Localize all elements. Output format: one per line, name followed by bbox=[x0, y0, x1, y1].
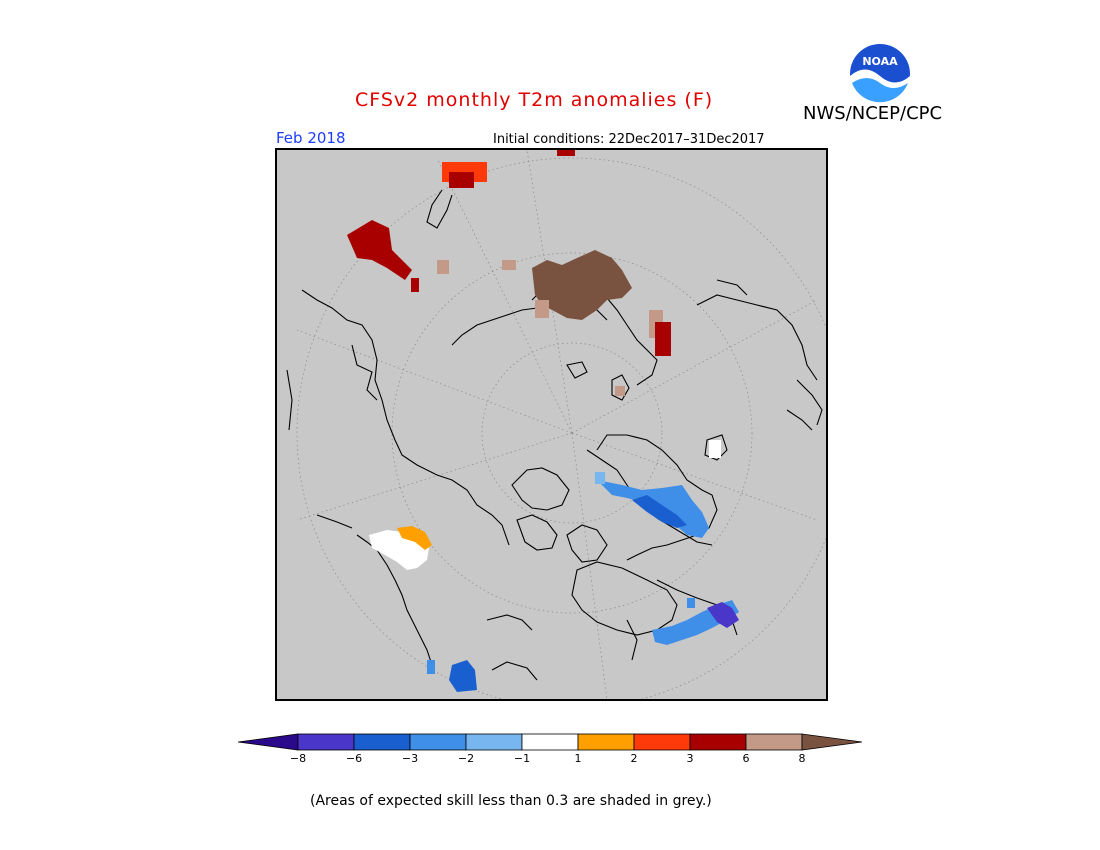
anomaly-warm-6-top bbox=[557, 150, 575, 156]
anomaly-cool-2-bottom bbox=[427, 660, 435, 674]
colorbar-cell bbox=[521, 733, 579, 751]
colorbar-low-arrow bbox=[238, 733, 299, 751]
anomaly-warm-8-island bbox=[615, 386, 625, 396]
colorbar-cell bbox=[353, 733, 411, 751]
map-title: CFSv2 monthly T2m anomalies (F) bbox=[355, 89, 714, 111]
colorbar-tick-label: −1 bbox=[513, 752, 531, 765]
anomaly-warm-6-right bbox=[655, 322, 671, 356]
anomaly-cool-1 bbox=[595, 472, 605, 484]
anomaly-warm-6 bbox=[449, 172, 474, 188]
colorbar-tick-label: −2 bbox=[457, 752, 475, 765]
anomaly-warm-8-spot2 bbox=[502, 260, 516, 270]
anomaly-warm-6-spot bbox=[411, 278, 419, 292]
anomaly-warm-8-spot bbox=[437, 260, 449, 274]
anomaly-warm-1 bbox=[397, 526, 432, 550]
graticule bbox=[296, 150, 826, 699]
anomaly-cool-3-bottom bbox=[449, 660, 477, 692]
colorbar-cell bbox=[633, 733, 691, 751]
anomaly-warm-8-pink bbox=[535, 300, 549, 318]
anomaly-cool-3 bbox=[632, 495, 687, 528]
colorbar-tick-label: −6 bbox=[345, 752, 363, 765]
colorbar-tick-label: −3 bbox=[401, 752, 419, 765]
colorbar-cell bbox=[297, 733, 355, 751]
colorbar-cell bbox=[465, 733, 523, 751]
coastlines bbox=[286, 189, 823, 681]
colorbar-high-arrow bbox=[801, 733, 862, 751]
colorbar-cell bbox=[409, 733, 467, 751]
anomaly-warm-6-left bbox=[347, 220, 412, 280]
anomaly-warm-8-brown bbox=[532, 250, 632, 320]
colorbar bbox=[238, 733, 862, 751]
anomaly-neutral-right bbox=[709, 440, 721, 458]
colorbar-tick-label: 6 bbox=[742, 752, 750, 765]
forecast-month: Feb 2018 bbox=[276, 129, 346, 147]
skill-note: (Areas of expected skill less than 0.3 a… bbox=[310, 793, 712, 809]
noaa-logo: NOAA bbox=[850, 44, 910, 105]
polar-map bbox=[275, 148, 828, 701]
colorbar-cell bbox=[577, 733, 635, 751]
anomaly-shading bbox=[347, 150, 739, 692]
initial-conditions: Initial conditions: 22Dec2017–31Dec2017 bbox=[493, 132, 765, 147]
colorbar-tick-label: −8 bbox=[289, 752, 307, 765]
colorbar-tick-label: 1 bbox=[574, 752, 582, 765]
colorbar-cells bbox=[297, 733, 803, 751]
colorbar-cell bbox=[689, 733, 747, 751]
colorbar-cell bbox=[745, 733, 803, 751]
anomaly-cool-2-spot bbox=[687, 598, 695, 608]
colorbar-tick-label: 3 bbox=[686, 752, 694, 765]
colorbar-tick-label: 8 bbox=[798, 752, 806, 765]
anomaly-cool-6 bbox=[707, 602, 739, 628]
polar-map-svg bbox=[286, 150, 826, 699]
colorbar-tick-label: 2 bbox=[630, 752, 638, 765]
agency-label: NWS/NCEP/CPC bbox=[803, 103, 943, 124]
logo-text: NOAA bbox=[862, 55, 898, 68]
